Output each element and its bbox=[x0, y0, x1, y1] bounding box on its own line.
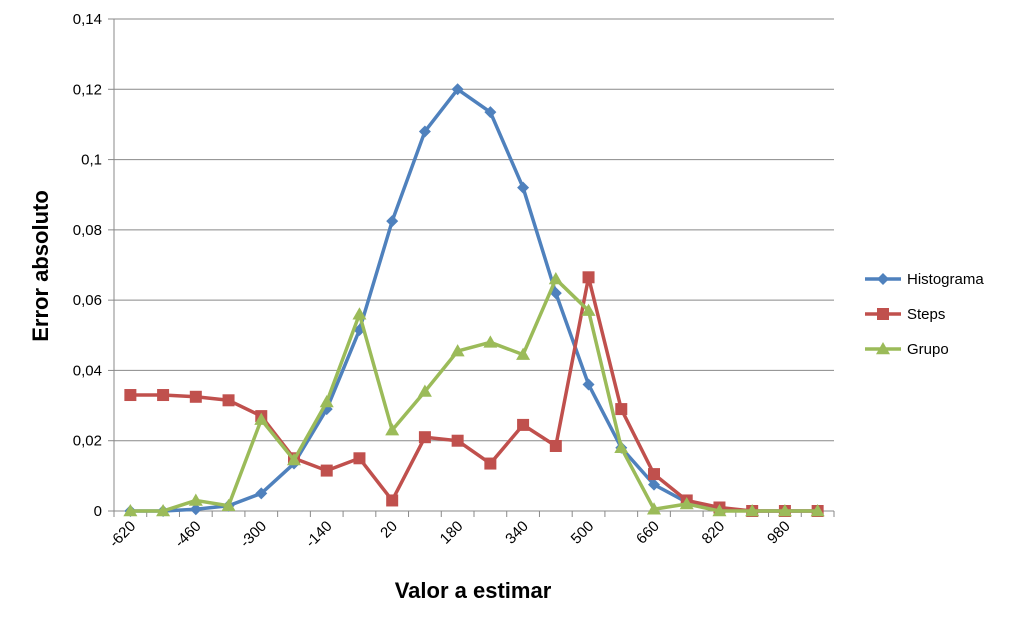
data-point-steps bbox=[157, 389, 170, 402]
data-point-grupo bbox=[647, 502, 661, 515]
legend-marker-grupo bbox=[876, 342, 890, 355]
x-tick-label: 980 bbox=[764, 518, 794, 548]
data-point-grupo bbox=[123, 504, 138, 517]
data-point-steps bbox=[582, 271, 595, 284]
data-point-grupo bbox=[352, 307, 367, 320]
legend-item-grupo: Grupo bbox=[865, 341, 949, 358]
y-tick-label: 0,14 bbox=[73, 11, 102, 28]
x-tick-label: 660 bbox=[633, 518, 663, 548]
legend: Histograma Steps Grupo bbox=[865, 271, 984, 358]
data-point-histograma bbox=[386, 215, 399, 228]
data-point-grupo bbox=[679, 496, 694, 510]
series-steps bbox=[124, 271, 824, 517]
data-point-grupo bbox=[581, 303, 596, 316]
y-tick-label: 0,02 bbox=[73, 433, 102, 450]
data-point-steps bbox=[124, 389, 137, 402]
data-point-grupo bbox=[450, 344, 465, 357]
data-point-steps bbox=[418, 431, 431, 444]
x-tick-label: -140 bbox=[302, 518, 335, 551]
x-tick-label: -300 bbox=[237, 518, 270, 551]
x-tick-label: 820 bbox=[699, 518, 729, 548]
data-point-grupo bbox=[254, 412, 269, 425]
data-point-grupo bbox=[319, 395, 334, 408]
data-point-steps bbox=[222, 394, 235, 407]
data-point-grupo bbox=[385, 423, 400, 436]
data-point-grupo bbox=[516, 347, 531, 360]
data-point-grupo bbox=[221, 498, 236, 511]
y-tick-label: 0,08 bbox=[73, 222, 102, 239]
x-tick-label: -620 bbox=[106, 518, 139, 551]
legend-item-histograma: Histograma bbox=[865, 271, 984, 288]
data-point-grupo bbox=[810, 504, 825, 517]
data-point-steps bbox=[517, 418, 530, 431]
y-tick-label: 0 bbox=[94, 503, 102, 520]
data-point-steps bbox=[320, 464, 333, 477]
data-point-histograma bbox=[484, 106, 497, 119]
data-point-grupo bbox=[287, 453, 301, 466]
x-tick-labels: -620 -460 -300 -140 20 180 340 500 660 820 980 bbox=[106, 518, 794, 551]
x-tick-label: 180 bbox=[437, 518, 467, 548]
legend-marker-steps bbox=[877, 308, 889, 320]
legend-label-steps: Steps bbox=[907, 306, 945, 323]
x-tick-label: 500 bbox=[568, 518, 598, 548]
gridlines bbox=[114, 18, 834, 442]
series-group bbox=[123, 83, 825, 517]
data-point-histograma bbox=[418, 125, 431, 138]
data-point-histograma bbox=[582, 378, 595, 391]
data-point-steps bbox=[451, 434, 464, 447]
data-point-steps bbox=[549, 439, 562, 452]
y-axis-title: Error absoluto bbox=[28, 190, 53, 342]
data-point-histograma bbox=[255, 487, 268, 500]
data-point-grupo bbox=[548, 272, 563, 285]
data-point-histograma bbox=[648, 478, 660, 491]
axes bbox=[108, 18, 835, 517]
legend-label-histograma: Histograma bbox=[907, 271, 984, 288]
data-point-steps bbox=[386, 494, 399, 507]
x-tick-label: 20 bbox=[377, 518, 401, 542]
data-point-grupo bbox=[188, 493, 203, 506]
x-tick-label: 340 bbox=[502, 518, 532, 548]
legend-label-grupo: Grupo bbox=[907, 341, 949, 358]
data-point-grupo bbox=[777, 504, 792, 517]
x-axis-title: Valor a estimar bbox=[395, 578, 552, 603]
y-tick-label: 0,04 bbox=[73, 362, 102, 379]
data-point-histograma bbox=[451, 83, 464, 96]
series-line-grupo bbox=[130, 277, 818, 513]
data-point-histograma bbox=[517, 181, 530, 194]
data-point-grupo bbox=[712, 504, 727, 517]
legend-marker-histograma bbox=[877, 273, 889, 285]
data-point-grupo bbox=[483, 335, 498, 348]
y-tick-label: 0,06 bbox=[73, 292, 102, 309]
data-point-steps bbox=[484, 457, 497, 470]
data-point-steps bbox=[615, 403, 628, 416]
y-tick-labels: 0 0,02 0,04 0,06 0,08 0,1 0,12 0,14 bbox=[73, 11, 102, 520]
series-line-steps bbox=[130, 275, 818, 513]
data-point-grupo bbox=[745, 504, 760, 517]
x-tick-label: -460 bbox=[171, 518, 204, 551]
legend-item-steps: Steps bbox=[865, 306, 945, 323]
y-tick-label: 0,12 bbox=[73, 81, 102, 98]
series-grupo bbox=[123, 272, 825, 517]
data-point-histograma bbox=[189, 503, 202, 516]
data-point-steps bbox=[353, 452, 366, 465]
y-tick-label: 0,1 bbox=[81, 152, 102, 169]
data-point-steps bbox=[648, 468, 660, 481]
data-point-grupo bbox=[614, 440, 629, 453]
data-point-steps bbox=[189, 390, 202, 403]
data-point-grupo bbox=[417, 384, 432, 397]
data-point-grupo bbox=[156, 504, 171, 517]
